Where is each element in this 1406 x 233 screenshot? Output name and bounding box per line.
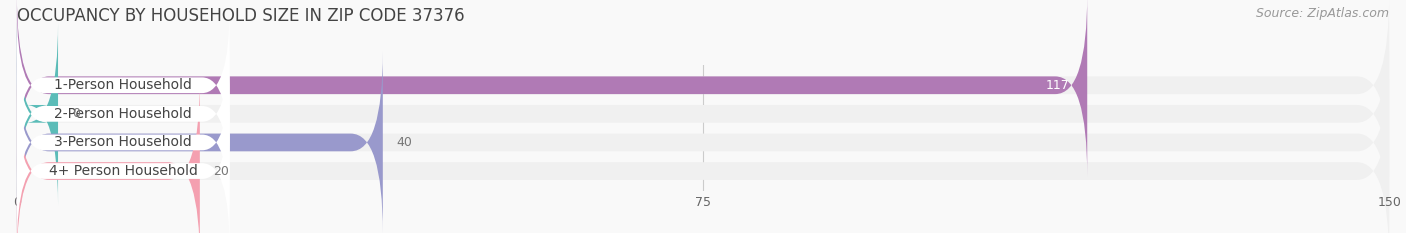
FancyBboxPatch shape <box>17 0 1389 176</box>
Text: 2-Person Household: 2-Person Household <box>55 107 193 121</box>
Text: 0: 0 <box>72 107 80 120</box>
FancyBboxPatch shape <box>17 36 229 192</box>
FancyBboxPatch shape <box>17 80 1389 233</box>
FancyBboxPatch shape <box>17 23 58 205</box>
FancyBboxPatch shape <box>17 23 1389 205</box>
FancyBboxPatch shape <box>17 80 200 233</box>
Text: OCCUPANCY BY HOUSEHOLD SIZE IN ZIP CODE 37376: OCCUPANCY BY HOUSEHOLD SIZE IN ZIP CODE … <box>17 7 464 25</box>
Text: 117: 117 <box>1045 79 1069 92</box>
Text: Source: ZipAtlas.com: Source: ZipAtlas.com <box>1256 7 1389 20</box>
Text: 1-Person Household: 1-Person Household <box>55 78 193 92</box>
FancyBboxPatch shape <box>17 0 1087 176</box>
Text: 20: 20 <box>214 164 229 178</box>
Text: 40: 40 <box>396 136 412 149</box>
Text: 3-Person Household: 3-Person Household <box>55 135 193 149</box>
Text: 4+ Person Household: 4+ Person Household <box>49 164 198 178</box>
FancyBboxPatch shape <box>17 7 229 163</box>
FancyBboxPatch shape <box>17 51 382 233</box>
FancyBboxPatch shape <box>17 93 229 233</box>
FancyBboxPatch shape <box>17 65 229 220</box>
FancyBboxPatch shape <box>17 51 1389 233</box>
